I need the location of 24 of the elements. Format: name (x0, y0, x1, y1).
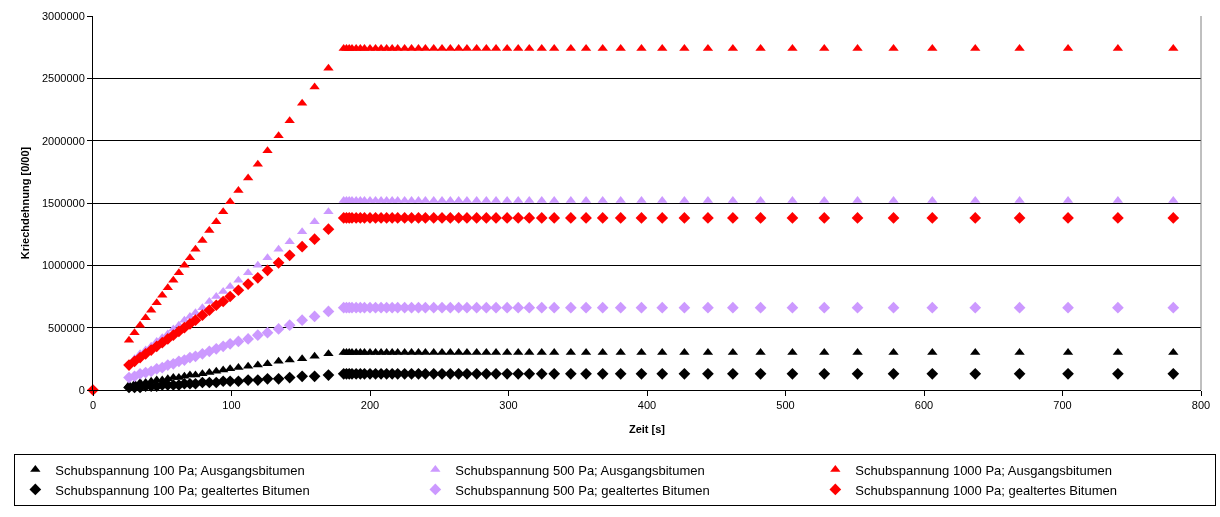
x-tick-label: 200 (360, 399, 380, 412)
x-tick-label: 700 (1053, 399, 1072, 412)
y-tick-label: 2000000 (41, 134, 85, 147)
y-tick-label: 1000000 (41, 259, 85, 272)
legend-label: Schubspannung 500 Pa; gealtertes Bitumen (455, 482, 710, 498)
y-tick-label: 2500000 (41, 72, 85, 85)
x-axis-title: Zeit [s] (628, 423, 666, 435)
x-tick-label: 300 (499, 399, 518, 412)
legend-label: Schubspannung 1000 Pa; gealtertes Bitumen (855, 482, 1117, 498)
y-tick-label: 1500000 (41, 196, 85, 209)
legend-label: Schubspannung 500 Pa; Ausgangsbitumen (455, 462, 705, 478)
x-tick-label: 500 (776, 399, 795, 412)
legend-label: Schubspannung 1000 Pa; Ausgangsbitumen (855, 462, 1112, 478)
x-tick-label: 400 (637, 399, 657, 412)
x-tick-label: 0 (89, 399, 97, 412)
legend-label: Schubspannung 100 Pa; gealtertes Bitumen (55, 482, 310, 498)
x-tick-label: 800 (1191, 399, 1211, 412)
y-tick-label: 3000000 (41, 9, 85, 22)
y-axis-title: Kriechdehnung [0/00] (18, 146, 31, 260)
y-tick-label: 500000 (48, 321, 85, 334)
y-tick-label: 0 (78, 383, 85, 396)
x-tick-label: 600 (914, 399, 934, 412)
x-tick-label: 100 (222, 399, 241, 412)
legend-label: Schubspannung 100 Pa; Ausgangsbitumen (55, 462, 305, 478)
